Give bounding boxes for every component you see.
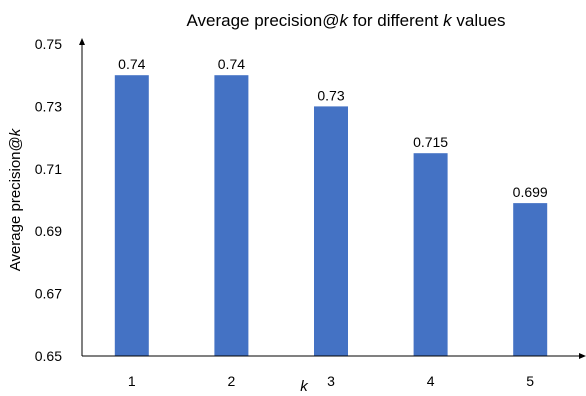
bar-1 <box>114 75 149 356</box>
chart-title: Average precision@k for different k valu… <box>186 11 505 30</box>
y-tick-label: 0.71 <box>35 161 62 177</box>
y-axis-arrow <box>79 38 85 45</box>
data-label: 0.73 <box>317 87 344 103</box>
y-tick-label: 0.73 <box>35 98 62 114</box>
data-label: 0.699 <box>513 184 548 200</box>
data-label: 0.715 <box>413 134 448 150</box>
data-label: 0.74 <box>218 56 245 72</box>
y-axis-label: Average precision@k <box>7 127 24 271</box>
bar-2 <box>214 75 249 356</box>
y-tick-label: 0.69 <box>35 223 62 239</box>
y-tick-label: 0.75 <box>35 36 62 52</box>
x-axis-arrow <box>579 353 586 359</box>
bar-4 <box>413 153 448 356</box>
x-tick-label: 1 <box>128 373 136 389</box>
y-tick-label: 0.67 <box>35 286 62 302</box>
x-tick-label: 4 <box>427 373 435 389</box>
x-axis-label: k <box>300 378 309 395</box>
data-label: 0.74 <box>118 56 145 72</box>
plot-area: 0.65 0.67 0.69 0.71 0.73 0.75 0.74 1 0.74 2 0.73 3 0… <box>35 36 548 389</box>
x-tick-label: 5 <box>526 373 534 389</box>
x-tick-label: 3 <box>327 373 335 389</box>
bar-5 <box>513 203 548 356</box>
y-tick-label: 0.65 <box>35 348 62 364</box>
bar-3 <box>314 106 348 357</box>
x-tick-label: 2 <box>228 373 236 389</box>
